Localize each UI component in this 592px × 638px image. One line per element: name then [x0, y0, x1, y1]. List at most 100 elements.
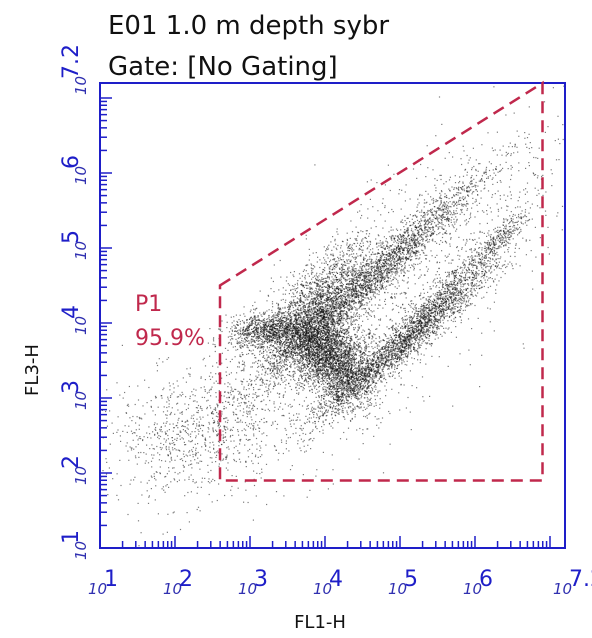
event-point — [313, 385, 315, 387]
event-point — [322, 306, 324, 308]
event-point — [294, 324, 296, 326]
event-point — [316, 288, 318, 290]
event-point — [361, 331, 363, 333]
event-point — [354, 284, 356, 286]
event-point — [331, 408, 334, 410]
event-point — [375, 402, 377, 404]
event-point — [342, 405, 344, 407]
event-point — [312, 301, 314, 303]
event-point — [318, 376, 320, 378]
event-point — [334, 281, 336, 283]
event-point — [347, 350, 349, 352]
event-point — [371, 382, 373, 384]
event-point — [324, 342, 326, 344]
event-point — [257, 376, 259, 378]
event-point — [296, 328, 298, 330]
event-point — [303, 334, 305, 336]
event-point — [326, 373, 328, 375]
event-point — [308, 310, 310, 312]
event-point — [329, 363, 331, 365]
event-point — [333, 300, 335, 302]
event-point — [281, 354, 283, 356]
event-point — [382, 241, 384, 243]
event-point — [337, 341, 339, 343]
event-point — [342, 412, 344, 414]
event-point — [334, 379, 336, 381]
event-point — [301, 354, 303, 357]
event-point — [302, 321, 304, 323]
event-point — [322, 347, 324, 349]
event-point — [333, 384, 335, 386]
event-point — [348, 362, 350, 364]
event-point — [334, 340, 337, 343]
event-point — [300, 313, 302, 315]
event-point — [330, 370, 332, 372]
event-point — [334, 381, 336, 383]
event-point — [312, 352, 314, 354]
event-point — [327, 325, 329, 327]
event-point — [314, 375, 316, 377]
event-point — [339, 371, 342, 373]
event-point — [351, 244, 353, 246]
event-point — [310, 326, 312, 328]
event-point — [313, 300, 315, 302]
event-point — [344, 313, 346, 315]
event-point — [328, 288, 330, 290]
event-point — [335, 247, 337, 249]
event-point — [276, 348, 278, 350]
event-point — [360, 358, 362, 360]
event-point — [243, 394, 245, 396]
event-point — [365, 281, 367, 283]
event-point — [336, 399, 338, 401]
event-point — [344, 352, 346, 355]
event-point — [327, 299, 329, 301]
event-point — [334, 238, 336, 240]
event-point — [319, 292, 321, 294]
event-point — [350, 246, 352, 248]
event-point — [302, 362, 304, 364]
event-point — [305, 352, 307, 354]
event-point — [352, 348, 354, 350]
event-point — [341, 291, 343, 293]
event-point — [266, 358, 268, 360]
event-point — [266, 346, 268, 348]
event-point — [305, 282, 307, 284]
event-point — [335, 345, 337, 347]
event-point — [374, 416, 376, 418]
event-point — [303, 296, 306, 298]
event-point — [336, 390, 338, 392]
event-point — [359, 381, 361, 384]
event-point — [278, 319, 280, 321]
event-point — [294, 372, 296, 374]
event-point — [326, 366, 328, 368]
event-point — [306, 336, 308, 338]
event-point — [381, 243, 383, 245]
event-point — [333, 259, 335, 261]
event-point — [317, 363, 319, 365]
event-point — [344, 331, 346, 333]
event-point — [304, 276, 306, 278]
event-point — [298, 362, 300, 364]
event-point — [306, 381, 308, 383]
event-point — [348, 366, 350, 369]
event-point — [266, 354, 268, 356]
event-point — [339, 296, 341, 298]
event-point — [314, 341, 316, 343]
event-point — [295, 342, 297, 344]
event-point — [303, 340, 305, 342]
event-point — [332, 345, 334, 347]
event-point — [339, 355, 341, 358]
event-point — [330, 378, 332, 380]
event-point — [343, 360, 345, 362]
event-point — [358, 346, 360, 348]
event-point — [297, 317, 299, 319]
event-point — [268, 355, 270, 357]
event-point — [315, 367, 317, 369]
event-point — [302, 294, 304, 296]
event-point — [317, 391, 319, 393]
event-point — [339, 375, 341, 377]
event-point — [297, 312, 299, 314]
event-point — [343, 342, 345, 345]
event-point — [343, 355, 345, 357]
